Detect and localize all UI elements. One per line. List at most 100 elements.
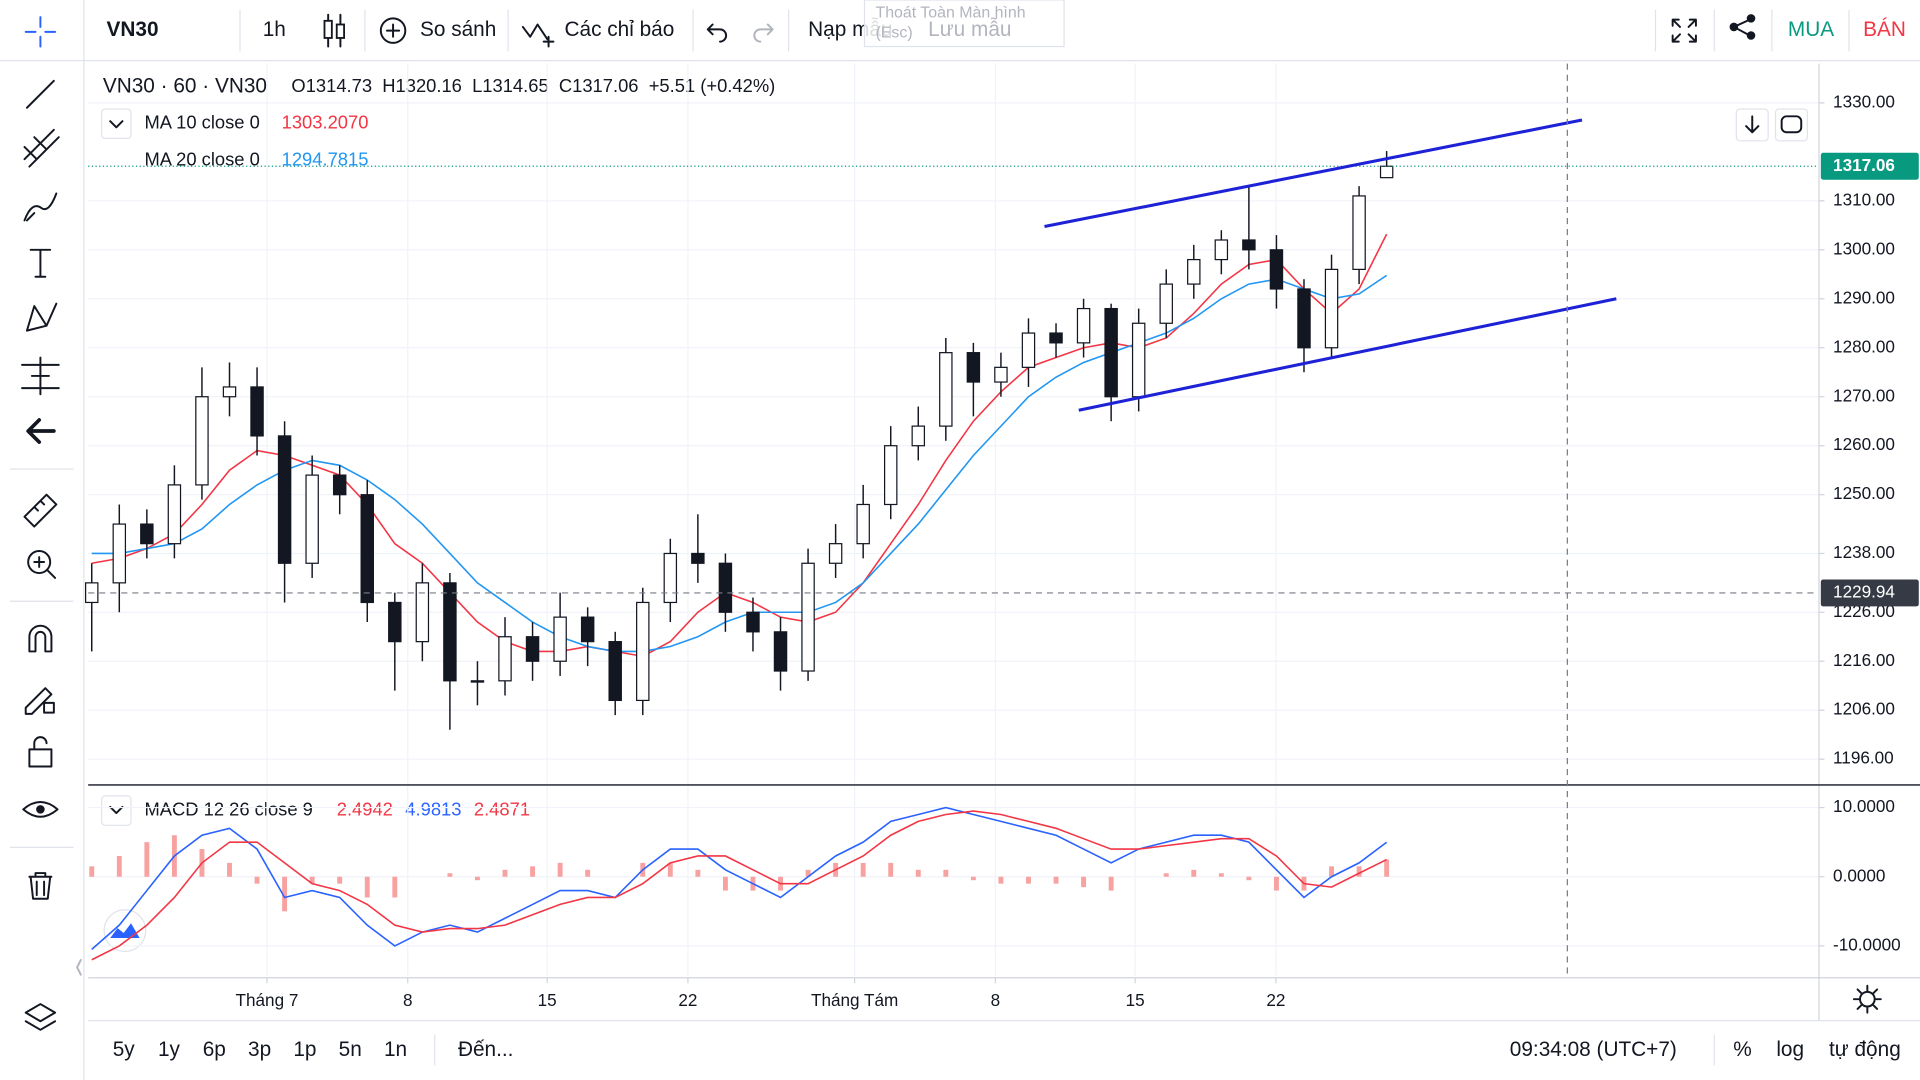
- histogram-bar: [722, 876, 728, 891]
- range-button[interactable]: 3p: [248, 1038, 271, 1061]
- compare-button[interactable]: So sánh: [420, 18, 496, 41]
- range-button[interactable]: 1p: [293, 1038, 316, 1061]
- candle-body: [388, 601, 402, 643]
- fib-tool[interactable]: [23, 128, 60, 168]
- ruler-tool[interactable]: [23, 493, 58, 528]
- trend-line-tool[interactable]: [25, 79, 55, 109]
- histogram-bar: [447, 873, 453, 877]
- candle-body: [1076, 307, 1091, 344]
- candle-body: [1131, 322, 1146, 398]
- histogram-bar: [860, 862, 866, 877]
- zoom-tool[interactable]: [33, 556, 57, 579]
- y-tick-label: 1300.00: [1833, 238, 1895, 258]
- unlock-tool[interactable]: [28, 736, 53, 768]
- macd-line: [91, 810, 1388, 961]
- indicators-icon: [521, 23, 555, 48]
- histogram-bar: [1026, 876, 1031, 884]
- ma10-value: 1303.2070: [282, 112, 369, 133]
- sell-button[interactable]: BÁN: [1863, 18, 1906, 41]
- zoom-tool[interactable]: [27, 550, 52, 575]
- fullscreen-button[interactable]: [1671, 18, 1697, 43]
- lock-draw-tool[interactable]: [24, 687, 55, 715]
- brush-tool[interactable]: [23, 192, 58, 222]
- collapse-icon: [109, 120, 124, 129]
- candle-body: [415, 582, 430, 643]
- x-tick-label: 8: [403, 990, 413, 1010]
- candle-body: [746, 611, 760, 633]
- candle-body: [1379, 165, 1394, 179]
- crosshair-price-label: 1229.94: [1833, 581, 1895, 601]
- save-template[interactable]: Lưu mẫu: [928, 18, 1011, 41]
- chart-style[interactable]: [323, 13, 345, 48]
- candle-body: [1242, 239, 1256, 251]
- log-toggle[interactable]: log: [1776, 1038, 1804, 1061]
- text-tool[interactable]: [29, 248, 52, 278]
- goto-date[interactable]: Đến...: [458, 1038, 514, 1061]
- histogram-bar: [915, 869, 921, 877]
- prediction-tool[interactable]: [21, 356, 60, 396]
- collapse-button[interactable]: [101, 795, 132, 826]
- candle-body: [360, 494, 374, 604]
- range-button[interactable]: 6p: [203, 1038, 226, 1061]
- settings-icon: [1852, 984, 1882, 1014]
- buy-button[interactable]: MUA: [1788, 18, 1834, 41]
- macd-legend: MACD 12 26 close 9: [144, 798, 312, 819]
- candle-body: [250, 386, 264, 437]
- legend-title: VN30 · 60 · VN30: [103, 74, 267, 97]
- range-button[interactable]: 1n: [384, 1038, 407, 1061]
- legend-ohlc: O1314.73 H1320.16 L1314.65 C1317.06 +5.5…: [291, 75, 775, 96]
- percent-toggle[interactable]: %: [1733, 1038, 1751, 1061]
- visibility-tool[interactable]: [22, 801, 59, 818]
- candle-body: [1214, 239, 1229, 261]
- collapse-button[interactable]: [101, 108, 132, 139]
- y-tick-label: 1216.00: [1833, 650, 1895, 670]
- histogram-bar: [254, 876, 260, 884]
- histogram-bar: [282, 876, 288, 912]
- magnet-tool[interactable]: [28, 624, 53, 653]
- candle-body: [195, 396, 209, 486]
- settings-button[interactable]: [1859, 990, 1876, 1008]
- indicators-button[interactable]: Các chỉ báo: [564, 18, 674, 41]
- candle-body: [911, 425, 926, 447]
- moving-average: [91, 274, 1388, 653]
- range-button[interactable]: 5n: [339, 1038, 362, 1061]
- undo-button[interactable]: [706, 23, 728, 43]
- share-button[interactable]: [1729, 14, 1756, 40]
- candle-body: [691, 552, 705, 564]
- object-tree[interactable]: [24, 1003, 57, 1031]
- candle-body: [222, 386, 237, 398]
- candle-body: [773, 631, 788, 672]
- histogram-bar: [364, 876, 370, 898]
- candle-icon-body: [323, 19, 333, 39]
- plot-layer: [85, 63, 1819, 976]
- collapse-toolbar[interactable]: [76, 959, 82, 976]
- candle-body: [1269, 249, 1284, 290]
- delete-tool[interactable]: [28, 872, 53, 900]
- candle-body: [636, 601, 650, 702]
- trend-line[interactable]: [1078, 297, 1617, 412]
- trend-line[interactable]: [1044, 118, 1583, 229]
- tooltip: Thoát Toàn Màn hình: [876, 5, 1026, 22]
- histogram-bar: [695, 869, 701, 877]
- pattern-tool[interactable]: [25, 302, 58, 332]
- interval[interactable]: 1h: [263, 18, 286, 41]
- histogram-bar: [943, 869, 949, 877]
- reset-button[interactable]: [1774, 108, 1808, 142]
- y-tick-label: 1310.00: [1833, 189, 1895, 209]
- candle-body: [966, 352, 981, 383]
- candle-body: [112, 523, 127, 584]
- symbol[interactable]: VN30: [107, 18, 159, 41]
- range-button[interactable]: 5y: [113, 1038, 136, 1061]
- histogram-bar: [1384, 859, 1390, 877]
- range-button[interactable]: 1y: [158, 1038, 181, 1061]
- top-toolbar: VN30 1h So sánh Các chỉ báo Nạp mẫu Thoá…: [24, 0, 1906, 52]
- histogram-bar: [805, 869, 811, 877]
- left-toolbar: [9, 79, 82, 1031]
- back-tool[interactable]: [26, 418, 56, 444]
- candle-body: [828, 543, 843, 564]
- auto-toggle[interactable]: tự động: [1829, 1038, 1901, 1061]
- candle-body: [498, 636, 512, 682]
- crosshair-tool[interactable]: [24, 16, 57, 48]
- x-tick-label: Tháng 7: [236, 990, 299, 1010]
- redo-button[interactable]: [753, 23, 774, 43]
